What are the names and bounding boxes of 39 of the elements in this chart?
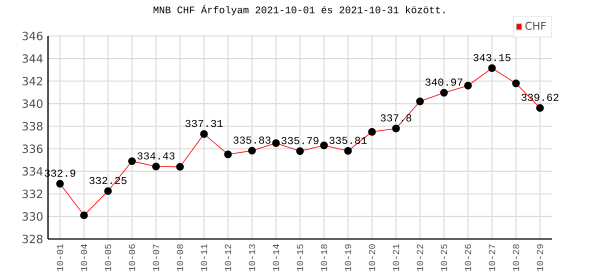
- y-tick-label: 344: [22, 54, 43, 63]
- y-tick-label: 330: [22, 212, 43, 221]
- data-label: 335.83: [233, 136, 271, 144]
- y-tick-label: 338: [22, 122, 43, 130]
- x-tick-label: 10-01: [56, 244, 64, 271]
- x-tick-label: 10-18: [320, 244, 328, 271]
- data-label: 335.79: [281, 136, 318, 144]
- x-tick-label: 10-08: [176, 244, 184, 271]
- x-tick-label: 10-20: [368, 244, 376, 271]
- x-tick-label: 10-15: [296, 244, 304, 271]
- legend-label: CHF: [525, 22, 546, 30]
- x-tick-label: 10-19: [344, 244, 352, 271]
- x-tick-label: 10-25: [440, 244, 448, 271]
- y-tick-label: 346: [22, 32, 43, 40]
- x-tick-label: 10-14: [272, 244, 280, 271]
- data-label: 334.43: [137, 152, 175, 160]
- y-tick-label: 336: [22, 144, 43, 153]
- x-tick-label: 10-04: [80, 244, 88, 271]
- y-tick-label: 332: [22, 190, 42, 198]
- x-tick-label: 10-13: [248, 244, 256, 271]
- y-tick-label: 340: [22, 99, 43, 108]
- x-tick-label: 10-06: [128, 244, 136, 271]
- x-tick-label: 10-29: [536, 244, 544, 271]
- x-tick-label: 10-07: [152, 244, 160, 271]
- y-tick-label: 334: [22, 166, 43, 176]
- x-tick-label: 10-11: [200, 244, 208, 271]
- y-tick-label: 328: [22, 234, 43, 244]
- chart-title: MNB CHF Árfolyam 2021-10-01 és 2021-10-31 között.: [154, 4, 445, 16]
- x-tick-label: 10-27: [488, 244, 496, 271]
- x-tick-label: 10-21: [392, 244, 400, 271]
- x-tick-label: 10-05: [104, 244, 112, 271]
- data-label: 343.15: [473, 54, 511, 62]
- x-tick-label: 10-28: [512, 244, 520, 271]
- y-tick-label: 342: [22, 76, 42, 86]
- x-tick-label: 10-26: [464, 244, 472, 271]
- data-label: 340.97: [425, 78, 462, 86]
- x-tick-label: 10-12: [224, 244, 232, 271]
- data-label: 337.31: [185, 120, 223, 127]
- x-tick-label: 10-22: [416, 244, 424, 271]
